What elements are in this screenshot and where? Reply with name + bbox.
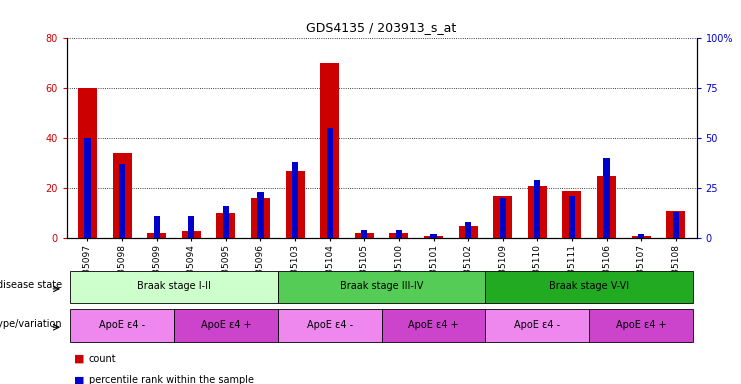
Text: ■: ■ xyxy=(74,375,84,384)
Bar xyxy=(499,198,506,238)
Bar xyxy=(292,162,298,238)
Text: count: count xyxy=(89,354,116,364)
Bar xyxy=(278,309,382,342)
Bar xyxy=(70,309,174,342)
Bar xyxy=(424,235,443,238)
Text: ApoE ε4 -: ApoE ε4 - xyxy=(99,320,145,330)
Bar xyxy=(673,212,679,238)
Text: ApoE ε4 -: ApoE ε4 - xyxy=(514,320,560,330)
Bar xyxy=(390,233,408,238)
Bar xyxy=(485,309,589,342)
Bar xyxy=(216,213,236,238)
Bar xyxy=(251,198,270,238)
Bar xyxy=(589,309,693,342)
Bar xyxy=(494,195,512,238)
Bar xyxy=(666,210,685,238)
Bar xyxy=(396,230,402,238)
Bar xyxy=(569,196,575,238)
Bar xyxy=(361,230,368,238)
Bar xyxy=(638,234,644,238)
Text: Braak stage I-II: Braak stage I-II xyxy=(137,281,211,291)
Text: ■: ■ xyxy=(74,354,84,364)
Bar xyxy=(188,216,194,238)
Bar xyxy=(182,230,201,238)
Bar xyxy=(562,190,582,238)
Text: ApoE ε4 +: ApoE ε4 + xyxy=(201,320,251,330)
Bar xyxy=(84,138,90,238)
Bar xyxy=(631,235,651,238)
Title: GDS4135 / 203913_s_at: GDS4135 / 203913_s_at xyxy=(307,22,456,35)
Text: percentile rank within the sample: percentile rank within the sample xyxy=(89,375,254,384)
Bar xyxy=(382,309,485,342)
Bar xyxy=(534,180,540,238)
Bar xyxy=(355,233,373,238)
Bar xyxy=(78,88,97,238)
Text: ApoE ε4 +: ApoE ε4 + xyxy=(616,320,666,330)
Text: ApoE ε4 +: ApoE ε4 + xyxy=(408,320,459,330)
Text: Braak stage V-VI: Braak stage V-VI xyxy=(549,281,629,291)
Bar xyxy=(147,233,166,238)
Bar xyxy=(153,216,160,238)
Bar xyxy=(223,206,229,238)
Text: ApoE ε4 -: ApoE ε4 - xyxy=(307,320,353,330)
Bar xyxy=(278,271,485,303)
Bar xyxy=(257,192,264,238)
Bar xyxy=(70,271,278,303)
Bar xyxy=(327,128,333,238)
Bar xyxy=(113,153,132,238)
Bar xyxy=(528,186,547,238)
Bar xyxy=(174,309,278,342)
Bar xyxy=(320,63,339,238)
Bar xyxy=(285,170,305,238)
Bar xyxy=(119,164,125,238)
Bar xyxy=(459,226,478,238)
Text: disease state: disease state xyxy=(0,280,62,290)
Bar xyxy=(603,158,610,238)
Bar xyxy=(431,234,436,238)
Bar xyxy=(485,271,693,303)
Text: genotype/variation: genotype/variation xyxy=(0,319,62,329)
Bar xyxy=(465,222,471,238)
Text: Braak stage III-IV: Braak stage III-IV xyxy=(340,281,423,291)
Bar xyxy=(597,176,616,238)
